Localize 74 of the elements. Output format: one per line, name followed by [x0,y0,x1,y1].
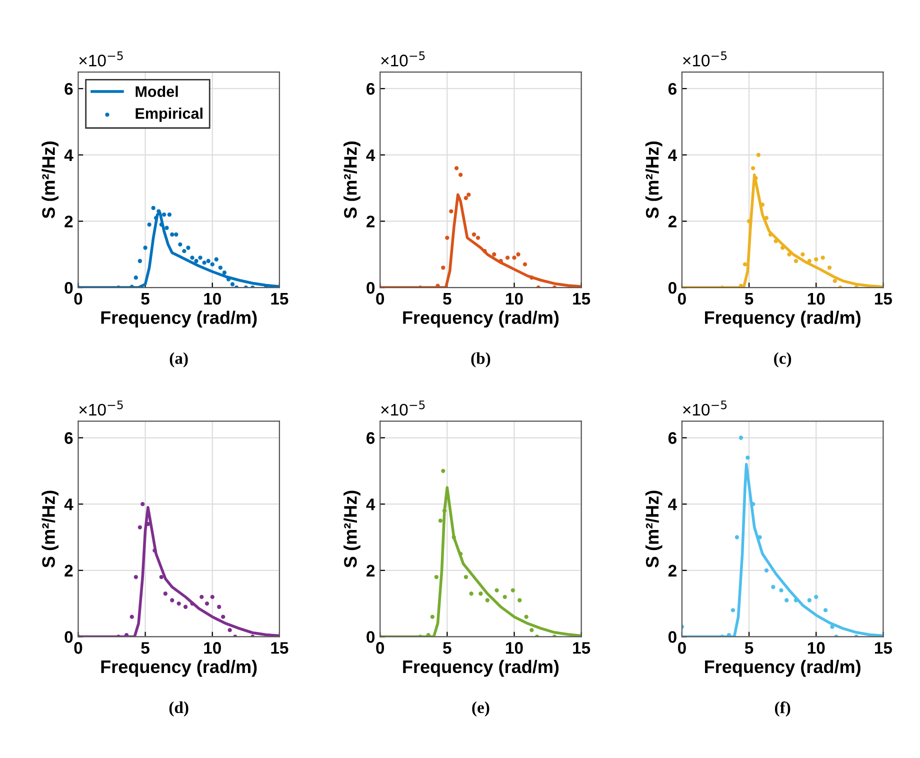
y-tick-label: 6 [64,432,73,444]
text: ×10$^{−5}$ [381,51,425,66]
x-tick-label: 0 [376,292,384,305]
legend-label: Empirical [136,108,202,122]
y-axis-title: S (m²/Hz) [42,490,59,568]
x-tick-label: 15 [573,293,590,305]
text: (c) [774,352,792,368]
y-tick-label: 2 [64,564,73,576]
legend-label: Model [136,86,178,97]
x-tick-label: 0 [678,642,686,654]
y-axis-title: S (m²/Hz) [344,490,360,568]
x-tick-label: 15 [271,642,288,654]
x-tick-label: 0 [678,292,686,305]
x-tick-label: 15 [271,293,288,305]
x-tick-label: 10 [506,292,523,305]
x-tick-label: 5 [443,642,452,654]
y-tick-label: 2 [366,216,375,228]
y-tick-label: 6 [366,82,375,95]
x-tick-label: 10 [808,642,825,654]
y-tick-label: 4 [668,498,677,510]
text: ×10$^{−5}$ [683,51,727,66]
y-tick-label: 6 [366,432,375,444]
text: (e) [472,701,490,716]
y-tick-label: 0 [64,282,73,294]
text: ×10$^{−5}$ [683,400,727,416]
y-tick-label: 2 [366,564,375,576]
x-tick-label: 0 [74,642,82,654]
x-tick-label: 15 [573,642,590,654]
x-axis-title: Frequency (rad/m) [403,310,559,328]
y-tick-label: 0 [668,282,676,294]
x-axis-title: Frequency (rad/m) [705,660,860,677]
text: (b) [471,352,490,368]
text: ×10$^{−5}$ [79,51,123,66]
x-tick-label: 5 [443,293,452,305]
y-tick-label: 4 [668,149,677,161]
text: (d) [169,701,188,716]
text: ×10$^{−5}$ [79,400,123,416]
y-axis-title: S (m²/Hz) [344,142,360,218]
x-tick-label: 10 [204,642,221,654]
y-tick-label: 6 [668,82,676,95]
text: ×10$^{−5}$ [381,400,425,416]
y-tick-label: 2 [64,216,73,228]
y-axis-title: S (m²/Hz) [42,142,59,218]
x-axis-title: Frequency (rad/m) [101,310,257,328]
x-tick-label: 10 [808,292,825,305]
y-tick-label: 4 [64,149,74,161]
x-tick-label: 10 [506,642,523,654]
y-tick-label: 6 [64,82,73,95]
text: (f) [774,701,790,717]
x-tick-label: 5 [744,293,754,305]
y-tick-label: 0 [64,631,73,643]
x-tick-label: 0 [74,292,82,305]
y-tick-label: 0 [668,631,676,643]
x-tick-label: 15 [874,642,892,654]
x-tick-label: 10 [204,292,221,305]
y-tick-label: 4 [366,149,376,161]
y-tick-label: 4 [64,498,74,510]
x-axis-title: Frequency (rad/m) [101,660,257,677]
y-tick-label: 4 [366,498,376,510]
x-tick-label: 5 [744,642,754,654]
x-tick-label: 15 [874,293,892,305]
x-tick-label: 0 [376,642,384,654]
y-tick-label: 2 [668,216,676,228]
text: (a) [170,352,188,368]
y-tick-label: 0 [366,282,375,294]
x-tick-label: 5 [141,642,150,654]
y-axis-title: S (m²/Hz) [645,490,662,568]
x-axis-title: Frequency (rad/m) [403,660,559,677]
y-tick-label: 0 [366,631,375,643]
x-tick-label: 5 [141,293,150,305]
y-tick-label: 2 [668,564,676,576]
x-axis-title: Frequency (rad/m) [705,310,860,328]
y-axis-title: S (m²/Hz) [645,142,662,218]
y-tick-label: 6 [668,432,676,444]
